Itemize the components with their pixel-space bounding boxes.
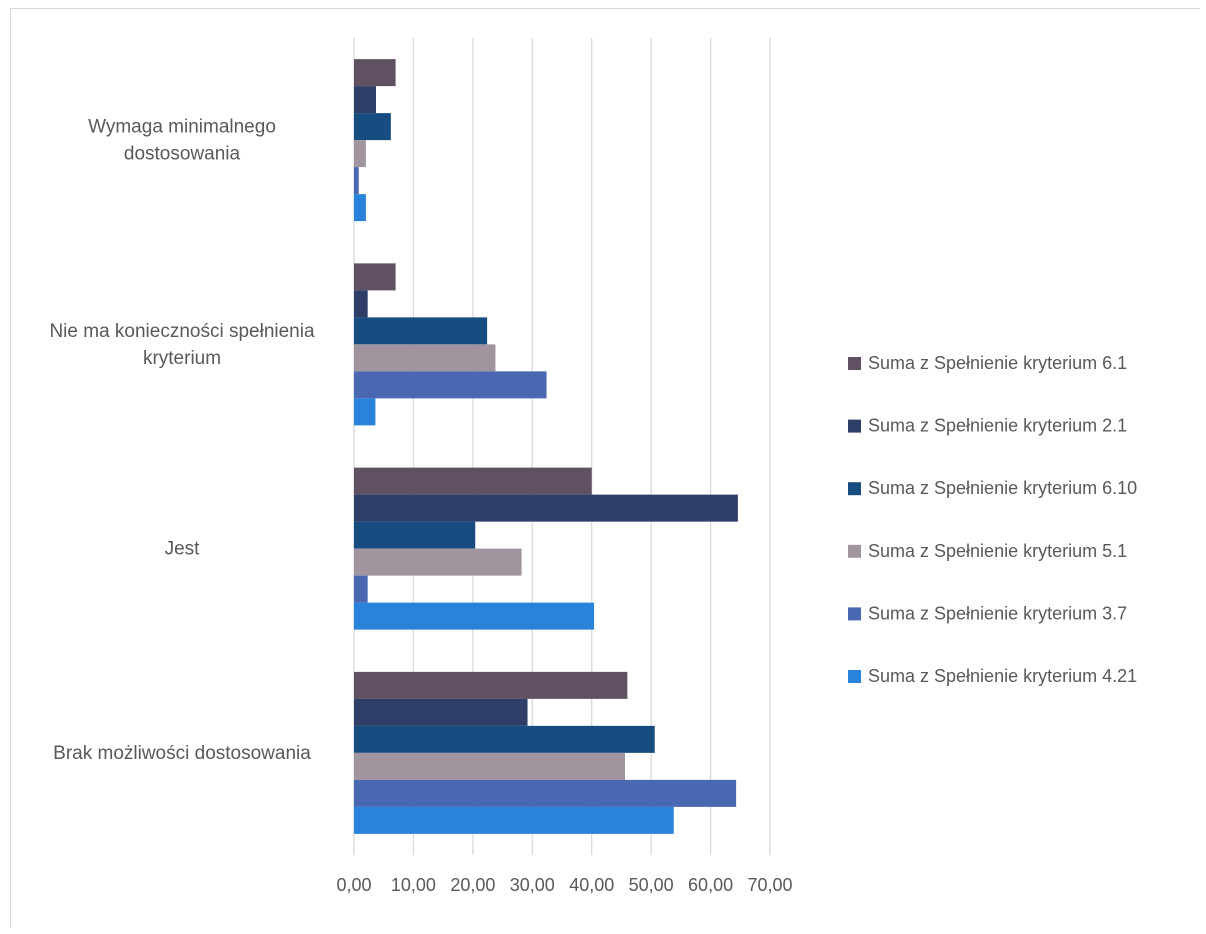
bar-3-0 — [354, 671, 628, 699]
legend-swatch-3 — [848, 544, 861, 558]
bar-2-0 — [354, 467, 592, 495]
category-label-line: kryterium — [143, 348, 221, 369]
category-label-line: Brak możliwości dostosowania — [53, 743, 311, 764]
bars — [354, 59, 738, 834]
bar-0-0 — [354, 59, 396, 87]
bar-0-2 — [354, 113, 391, 141]
bar-0-3 — [354, 140, 366, 168]
legend-label-3: Suma z Spełnienie kryterium 5.1 — [868, 541, 1127, 561]
legend-swatch-0 — [848, 357, 861, 370]
legend-label-0: Suma z Spełnienie kryterium 6.1 — [868, 353, 1127, 373]
bar-3-5 — [354, 806, 674, 834]
bar-1-4 — [354, 371, 547, 399]
category-label-line: Nie ma konieczności spełnienia — [49, 321, 315, 342]
bar-2-3 — [354, 548, 522, 576]
tick-label-4: 40,00 — [569, 875, 614, 895]
bar-3-2 — [354, 725, 655, 753]
category-label-3: Brak możliwości dostosowania — [53, 743, 311, 764]
bar-2-1 — [354, 494, 738, 522]
bar-1-5 — [354, 398, 376, 426]
category-label-1: Nie ma konieczności spełnienia kryterium — [49, 321, 315, 369]
bar-0-1 — [354, 86, 376, 114]
bar-0-5 — [354, 194, 366, 222]
tick-label-3: 30,00 — [510, 875, 555, 895]
bar-1-0 — [354, 263, 396, 291]
tick-label-0: 0,00 — [336, 875, 371, 895]
bar-2-5 — [354, 602, 595, 630]
category-label-line: Wymaga minimalnego — [88, 117, 276, 138]
tick-label-2: 20,00 — [450, 875, 495, 895]
bar-0-4 — [354, 167, 359, 195]
legend-label-4: Suma z Spełnienie kryterium 3.7 — [868, 603, 1127, 623]
legend-swatch-4 — [848, 607, 861, 621]
category-label-0: Wymaga minimalnego dostosowania — [88, 117, 276, 165]
category-label-2: Jest — [165, 539, 201, 560]
bar-1-3 — [354, 344, 496, 372]
legend-label-2: Suma z Spełnienie kryterium 6.10 — [868, 478, 1137, 498]
tick-label-5: 50,00 — [629, 875, 674, 895]
category-label-line: dostosowania — [124, 144, 241, 165]
bar-3-1 — [354, 698, 528, 726]
legend-swatch-1 — [848, 419, 861, 433]
legend-swatch-2 — [848, 482, 861, 496]
gridlines — [353, 38, 771, 855]
bar-1-1 — [354, 290, 368, 318]
tick-label-6: 60,00 — [688, 875, 733, 895]
legend-swatch-5 — [848, 670, 861, 683]
tick-label-7: 70,00 — [747, 875, 792, 895]
tick-label-1: 10,00 — [391, 875, 436, 895]
x-axis-tick-labels: 0,00 10,00 20,00 30,00 40,00 50,00 60,00 70,00 — [336, 875, 792, 895]
legend: Suma z Spełnienie kryterium 6.1 Suma z Sp… — [848, 353, 1137, 686]
chart-frame — [10, 8, 1200, 928]
bar-1-2 — [354, 317, 488, 345]
bar-3-4 — [354, 779, 737, 807]
category-labels: Wymaga minimalnego dostosowania Nie ma kon… — [49, 117, 315, 764]
legend-label-1: Suma z Spełnienie kryterium 2.1 — [868, 416, 1127, 436]
legend-label-5: Suma z Spełnienie kryterium 4.21 — [868, 666, 1137, 686]
bar-2-4 — [354, 575, 368, 603]
bar-3-3 — [354, 752, 625, 780]
bar-2-2 — [354, 521, 476, 549]
category-label-line: Jest — [165, 539, 201, 560]
